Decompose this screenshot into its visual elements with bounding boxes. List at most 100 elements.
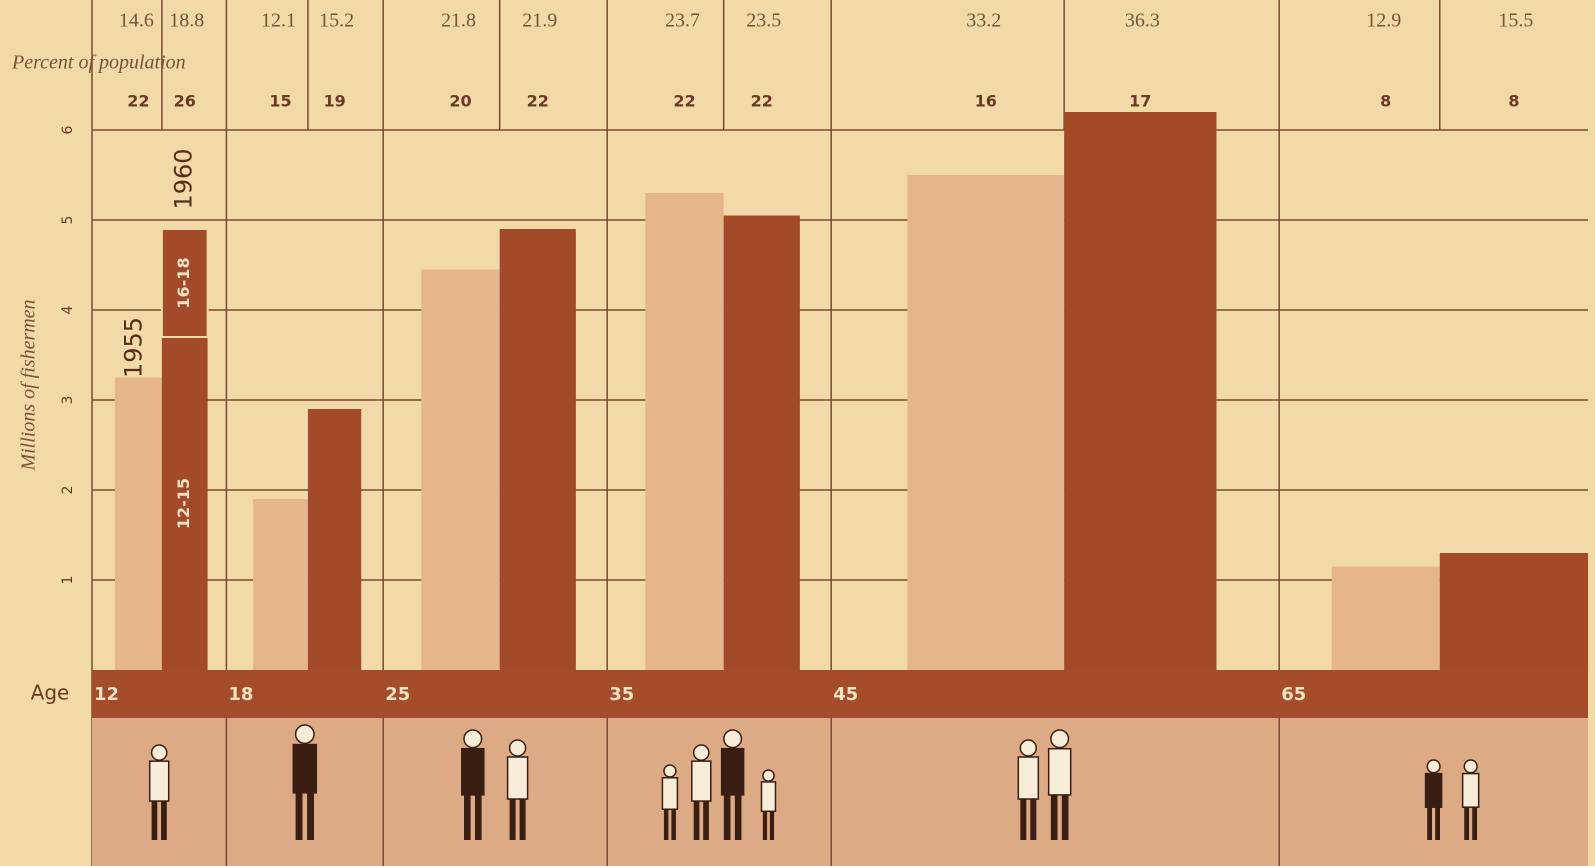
bar	[645, 193, 724, 670]
y-tick-label: 6	[60, 125, 76, 134]
figure	[1017, 756, 1040, 800]
bar	[907, 175, 1065, 670]
figure	[1020, 799, 1027, 840]
x-axis-label: Age	[31, 681, 70, 705]
row1-label: 33.2	[966, 10, 1001, 32]
row1-label: 21.8	[441, 10, 476, 32]
legend-label: 1955	[119, 317, 147, 378]
row1-label: 36.3	[1125, 10, 1160, 32]
y-tick-label: 5	[60, 216, 76, 225]
bar	[1331, 566, 1440, 670]
y-axis-label: Millions of fishermen	[18, 299, 40, 471]
bar	[1439, 553, 1588, 670]
row2-label: 22	[527, 92, 549, 111]
figure	[663, 764, 677, 778]
y-tick-label: 3	[60, 396, 76, 405]
figure	[671, 809, 676, 840]
bar	[723, 215, 800, 670]
age-tick-label: 65	[1281, 684, 1306, 705]
y-tick-label: 1	[60, 576, 76, 585]
row1-label: 23.5	[746, 10, 781, 32]
figure	[691, 760, 712, 802]
row1-label: 14.6	[119, 10, 154, 32]
illustration-panel	[92, 718, 1588, 866]
figure	[734, 794, 742, 840]
figure	[508, 739, 527, 757]
figure	[151, 801, 158, 840]
figure	[519, 799, 526, 840]
figure	[1472, 807, 1478, 840]
age-tick-label: 12	[94, 684, 119, 705]
figure	[506, 756, 529, 800]
bar	[421, 269, 500, 670]
row1-label: 12.9	[1366, 10, 1401, 32]
figure	[1019, 739, 1038, 757]
figure	[463, 729, 483, 749]
figure	[307, 792, 314, 840]
figure	[148, 760, 170, 802]
figure	[1461, 772, 1480, 808]
figure	[769, 811, 775, 840]
bar	[253, 499, 308, 670]
row2-label: 26	[174, 92, 196, 111]
row1-label: 23.7	[665, 10, 700, 32]
age-tick-label: 18	[228, 684, 253, 705]
figure	[762, 769, 775, 782]
row1-label: 18.8	[169, 10, 204, 32]
row2-label: 22	[751, 92, 773, 111]
row2-label: 8	[1380, 92, 1391, 111]
figure	[1464, 807, 1470, 840]
figure	[295, 792, 303, 840]
figure	[475, 794, 482, 840]
row2-label: 15	[269, 92, 291, 111]
figure	[661, 777, 679, 810]
row1-label: 15.2	[319, 10, 354, 32]
row1-label: 21.9	[522, 10, 557, 32]
figure	[461, 747, 485, 796]
figure	[1424, 772, 1443, 808]
row1-label: 12.1	[261, 10, 296, 32]
figure	[1030, 799, 1037, 840]
figure	[509, 799, 516, 840]
figure	[1047, 747, 1072, 796]
row2-label: 22	[673, 92, 695, 111]
figure	[1050, 794, 1058, 840]
segment-label: 12-15	[174, 478, 193, 529]
figure	[1061, 794, 1069, 840]
figure	[1050, 729, 1070, 749]
figure	[150, 744, 168, 761]
figure	[692, 744, 710, 761]
figure	[703, 801, 709, 840]
figure	[161, 801, 167, 840]
row1-label: 15.5	[1498, 10, 1533, 32]
row2-label: 19	[323, 92, 345, 111]
bar	[114, 377, 162, 670]
figure	[294, 724, 315, 745]
row2-label: 8	[1508, 92, 1519, 111]
row2-label: 16	[975, 92, 997, 111]
bar	[307, 409, 362, 670]
figure	[693, 801, 700, 840]
figure	[1427, 807, 1432, 840]
figure	[762, 811, 768, 840]
figure	[760, 781, 777, 813]
top-label: Percent of population	[11, 52, 186, 74]
figure	[720, 747, 745, 796]
age-tick-label: 45	[833, 684, 858, 705]
y-tick-label: 2	[60, 486, 76, 495]
figure	[292, 743, 318, 794]
legend-label: 1960	[170, 148, 198, 209]
segment-label: 16-18	[174, 257, 193, 308]
figure	[464, 794, 471, 840]
figure	[663, 809, 669, 840]
row2-label: 20	[449, 92, 471, 111]
y-tick-label: 4	[60, 305, 76, 314]
figure	[1463, 759, 1478, 774]
age-tick-label: 35	[609, 684, 634, 705]
figure	[723, 794, 731, 840]
bar-segment	[160, 228, 209, 338]
figure	[1435, 807, 1440, 840]
figure	[1426, 759, 1441, 774]
figure	[723, 729, 743, 749]
